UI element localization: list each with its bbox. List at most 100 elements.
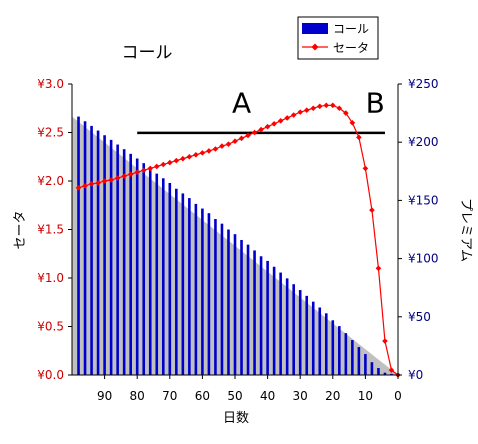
bar	[305, 295, 309, 375]
theta-point	[336, 105, 343, 112]
bar	[207, 213, 211, 375]
bar	[351, 340, 354, 375]
bar	[148, 168, 152, 375]
theta-point	[193, 152, 199, 158]
bar	[344, 333, 348, 375]
bar	[142, 163, 146, 375]
theta-point	[140, 167, 147, 174]
bar	[103, 135, 106, 375]
theta-point	[362, 165, 369, 172]
bar	[311, 301, 315, 375]
theta-point	[199, 150, 206, 156]
theta-point	[134, 169, 140, 176]
bar	[129, 153, 132, 375]
right-tick-label: ¥50	[408, 310, 431, 324]
bar	[338, 326, 341, 375]
theta-point	[212, 146, 219, 152]
left-tick-label: ¥1.0	[37, 271, 64, 285]
theta-point	[290, 112, 297, 118]
theta-point	[101, 178, 108, 184]
right-tick-label: ¥0	[408, 368, 423, 382]
legend-line-label: セータ	[333, 41, 369, 55]
x-tick-label: 0	[394, 389, 402, 403]
axes: ¥0.0 ¥0.5 ¥1.0 ¥1.5 ¥2.0 ¥2.5 ¥3.0 ¥0 ¥50 ¥100 ¥15…	[37, 77, 438, 403]
theta-point	[277, 118, 284, 124]
bar	[83, 121, 87, 375]
bar	[155, 173, 159, 375]
left-tick-label: ¥3.0	[37, 77, 64, 91]
bar	[246, 244, 250, 375]
bar	[279, 272, 282, 375]
right-tick-label: ¥200	[408, 135, 439, 149]
bar	[175, 188, 178, 375]
x-tick-label: 20	[325, 389, 340, 403]
legend-line-marker	[311, 43, 319, 51]
theta-point	[153, 163, 160, 170]
bar	[324, 313, 328, 375]
bar	[377, 368, 380, 375]
x-tick-label: 60	[195, 389, 210, 403]
right-axis-title: プレミアム	[458, 198, 473, 262]
bar	[272, 266, 276, 375]
theta-point	[167, 159, 173, 166]
bar	[181, 193, 185, 375]
theta-point	[147, 165, 154, 172]
theta-point	[82, 183, 88, 189]
x-tick-label: 10	[358, 389, 373, 403]
theta-point	[173, 157, 180, 164]
bar	[259, 256, 263, 375]
plot-upper-white-area	[72, 84, 398, 375]
theta-point	[225, 141, 232, 147]
theta-point	[316, 103, 323, 110]
theta-point	[264, 123, 271, 130]
bar	[135, 158, 139, 375]
bar	[370, 362, 374, 375]
x-tick-label: 50	[227, 389, 242, 403]
bar	[220, 223, 224, 375]
x-tick-label: 30	[293, 389, 308, 403]
x-tick-label: 70	[162, 389, 177, 403]
theta-point	[245, 132, 251, 139]
theta-point	[121, 173, 127, 179]
theta-point	[186, 153, 193, 160]
bar	[233, 234, 237, 375]
x-tick-label: 40	[260, 389, 275, 403]
left-tick-label: ¥2.0	[37, 174, 64, 188]
bar	[318, 307, 322, 375]
theta-point	[95, 180, 101, 186]
theta-point	[114, 175, 121, 181]
bar-series	[77, 116, 393, 376]
bar	[357, 347, 361, 375]
theta-series	[75, 102, 401, 378]
legend-bar-swatch	[302, 23, 328, 34]
bar	[266, 260, 269, 375]
right-tick-label: ¥250	[408, 77, 439, 91]
bar	[390, 373, 393, 375]
plot-upper-white	[72, 84, 398, 375]
bar	[292, 284, 295, 375]
annotation-label: B	[366, 87, 385, 120]
theta-point	[297, 109, 303, 115]
theta-point	[219, 143, 225, 149]
legend-bar-label: コール	[333, 22, 369, 36]
bar	[96, 130, 100, 375]
theta-point	[127, 171, 134, 178]
bar	[298, 290, 302, 375]
x-tick-label: 90	[97, 389, 112, 403]
theta-point	[251, 129, 258, 136]
left-tick-label: ¥0.0	[37, 368, 64, 382]
left-tick-label: ¥1.5	[37, 223, 64, 237]
left-axis-title: セータ	[13, 210, 28, 249]
theta-point	[375, 265, 382, 272]
legend: コール セータ	[297, 16, 379, 60]
bar	[285, 278, 289, 375]
theta-point	[323, 102, 330, 109]
bar	[253, 250, 256, 375]
theta-point	[160, 161, 167, 168]
bar	[227, 229, 230, 375]
theta-point	[349, 120, 356, 126]
right-tick-label: ¥100	[408, 252, 439, 266]
theta-point	[382, 338, 388, 344]
bar	[77, 116, 80, 375]
